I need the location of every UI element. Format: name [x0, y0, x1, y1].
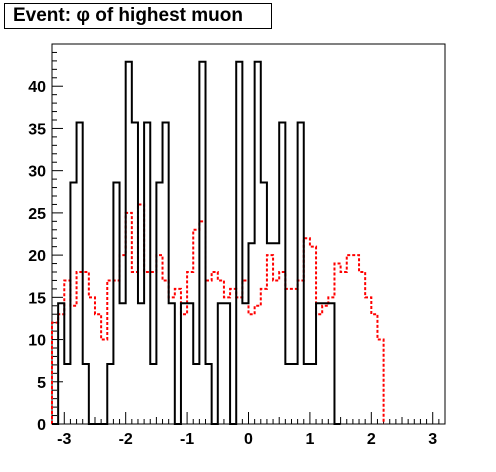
x-tick-label: 0	[244, 431, 253, 448]
x-tick-label: -2	[119, 431, 133, 448]
x-tick-label: 3	[428, 431, 437, 448]
series-black-solid	[52, 60, 341, 425]
y-tick-label: 20	[28, 248, 46, 265]
series-red-dashed	[51, 203, 385, 424]
y-tick-label: 35	[28, 121, 46, 138]
y-tick-label: 30	[28, 164, 46, 181]
chart-title: Event: φ of highest muon	[13, 5, 243, 26]
y-tick-label: 40	[28, 79, 46, 96]
y-axis: 0 5 10 15 20 25 30 35 40	[28, 43, 63, 434]
x-tick-label: -3	[57, 431, 71, 448]
plot-frame	[51, 43, 446, 425]
y-tick-label: 0	[37, 417, 46, 434]
y-tick-label: 10	[28, 333, 46, 350]
x-tick-label: -1	[180, 431, 194, 448]
chart-title-box: Event: φ of highest muon	[4, 3, 272, 29]
x-tick-label: 2	[367, 431, 376, 448]
y-tick-label: 25	[28, 206, 46, 223]
x-tick-label: 1	[305, 431, 314, 448]
y-tick-label: 5	[37, 375, 46, 392]
x-axis: -3 -2 -1 0 1 2 3	[51, 412, 446, 448]
y-tick-label: 15	[28, 290, 46, 307]
